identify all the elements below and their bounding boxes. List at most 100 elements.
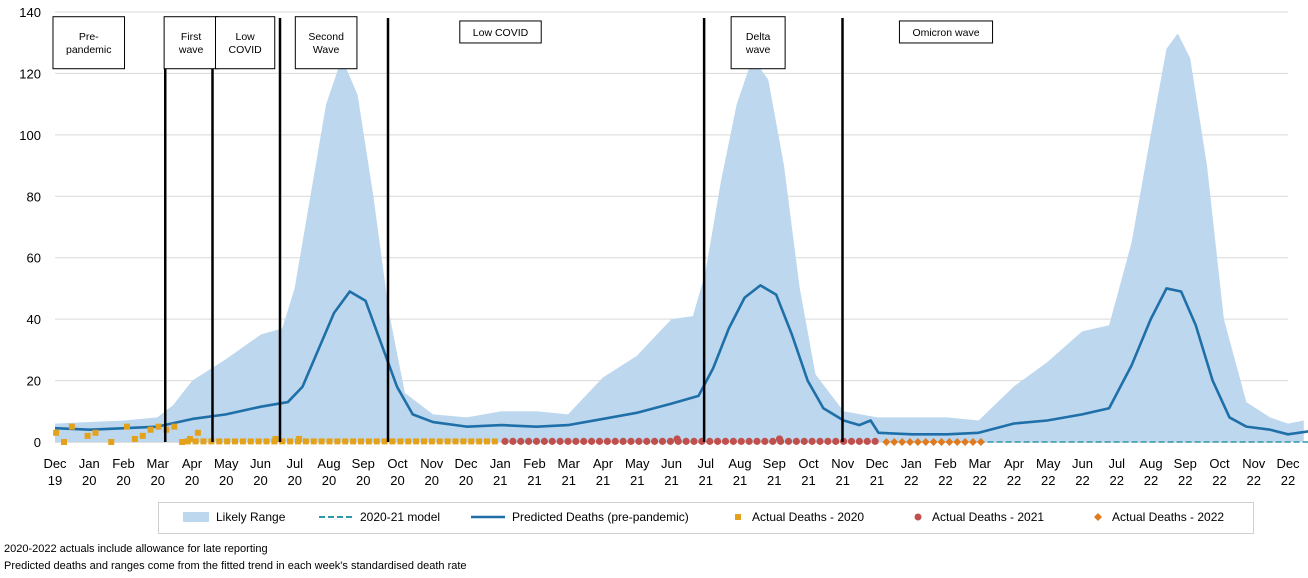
actual-2021-marker — [674, 437, 682, 445]
actual-2020-marker — [350, 438, 357, 445]
actual-2020-marker — [310, 438, 317, 445]
annotation-text: Low COVID — [473, 27, 529, 39]
actual-2020-marker — [232, 438, 238, 445]
actual-2021-marker — [658, 437, 667, 445]
actual-2021-marker — [808, 437, 816, 445]
phase-annotation: Omicron wave — [898, 20, 994, 44]
actual-2020-marker — [444, 438, 451, 445]
x-tick-year: 19 — [48, 473, 62, 488]
actual-2020-marker — [468, 438, 475, 445]
x-tick-year: 20 — [322, 473, 336, 488]
legend-label: Likely Range — [216, 510, 286, 524]
actual-2021-marker — [540, 437, 548, 445]
x-tick-month: Mar — [558, 456, 581, 471]
actual-2022-marker — [969, 438, 977, 446]
actual-2022-marker — [929, 438, 938, 446]
annotation-text: First — [181, 31, 201, 43]
actual-2021-marker — [855, 437, 863, 445]
actual-2020-marker — [255, 438, 262, 445]
actual-2021-marker — [651, 437, 659, 445]
actual-2020-marker — [147, 426, 154, 433]
actual-2021-marker — [595, 437, 604, 445]
y-tick-label: 140 — [19, 5, 41, 20]
x-tick-year: 20 — [356, 473, 370, 488]
legend-item-predicted: Predicted Deaths (pre-pandemic) — [471, 510, 689, 524]
actual-2020-marker — [365, 438, 372, 445]
likely-range-area — [55, 33, 1304, 442]
actual-2020-marker — [279, 438, 286, 445]
x-tick-month: Jan — [901, 456, 922, 471]
x-tick-year: 22 — [1178, 473, 1192, 488]
actual-2021-marker — [564, 437, 572, 445]
x-tick-year: 22 — [1212, 473, 1226, 488]
actual-2020-marker — [421, 438, 427, 445]
x-tick-year: 22 — [1007, 473, 1021, 488]
diamond-marker-icon — [1094, 513, 1102, 521]
x-tick-month: May — [625, 456, 650, 471]
x-tick-year: 22 — [1247, 473, 1261, 488]
x-tick-month: Sep — [763, 456, 786, 471]
actual-2022-marker — [882, 438, 891, 446]
x-tick-month: Jun — [250, 456, 271, 471]
x-tick-month: Aug — [1139, 456, 1162, 471]
actual-2020-marker — [84, 432, 91, 439]
x-tick-year: 22 — [904, 473, 918, 488]
annotation-box — [730, 16, 786, 70]
x-tick-year: 20 — [425, 473, 439, 488]
actual-2020-marker — [239, 438, 246, 445]
x-tick-year: 20 — [151, 473, 165, 488]
circle-marker-icon — [914, 513, 922, 521]
actual-2020-marker — [460, 438, 467, 445]
annotation-text: Wave — [313, 44, 340, 56]
actual-2022-marker — [937, 438, 946, 446]
series-lines — [54, 284, 1308, 443]
actual-2021-marker — [532, 437, 541, 445]
actual-2022-marker — [945, 438, 954, 446]
actual-2021-marker — [690, 437, 698, 445]
actual-2020-marker — [302, 438, 309, 445]
actual-2020-marker — [247, 438, 254, 445]
actual-2020-marker — [436, 438, 443, 445]
x-tick-month: Feb — [523, 456, 545, 471]
y-axis-ticks: 0 20 40 60 80 100 120 140 — [19, 5, 41, 450]
actual-2021-marker — [832, 437, 840, 445]
x-tick-month: Oct — [798, 456, 819, 471]
x-tick-year: 21 — [870, 473, 884, 488]
x-tick-year: 22 — [1075, 473, 1089, 488]
x-tick-month: Dec — [43, 456, 67, 471]
actual-2020-marker — [171, 423, 178, 430]
x-tick-month: Apr — [1004, 456, 1025, 471]
x-tick-month: May — [214, 456, 239, 471]
x-tick-month: Sep — [1174, 456, 1197, 471]
actual-2020-marker — [326, 438, 333, 445]
x-tick-month: Nov — [420, 456, 444, 471]
x-tick-year: 20 — [82, 473, 96, 488]
actual-2020-marker — [139, 432, 146, 439]
actual-2021-marker — [666, 437, 674, 445]
phase-annotation: Pre-pandemic — [52, 16, 126, 70]
actual-2021-marker — [556, 437, 564, 445]
x-tick-year: 21 — [527, 473, 541, 488]
actual-deaths-markers — [53, 423, 985, 446]
x-tick-year: 22 — [973, 473, 987, 488]
actual-2020-marker — [484, 438, 490, 445]
actual-2020-marker — [397, 438, 404, 445]
annotation-box — [214, 16, 276, 70]
actual-2020-marker — [108, 439, 115, 445]
legend-label: Actual Deaths - 2022 — [1112, 510, 1225, 524]
actual-2021-marker — [706, 437, 714, 445]
y-tick-label: 80 — [27, 189, 41, 204]
annotation-text: Omicron wave — [912, 27, 979, 39]
x-tick-year: 20 — [185, 473, 199, 488]
actual-2020-marker — [200, 438, 207, 445]
legend-label: Predicted Deaths (pre-pandemic) — [512, 510, 689, 524]
dashed-line-swatch-icon — [319, 516, 353, 518]
legend-item-2021: Actual Deaths - 2021 — [911, 510, 1044, 524]
square-marker-icon — [735, 514, 741, 520]
x-tick-month: Jan — [490, 456, 511, 471]
band-swatch-icon — [183, 512, 209, 522]
actual-2020-marker — [318, 438, 325, 445]
